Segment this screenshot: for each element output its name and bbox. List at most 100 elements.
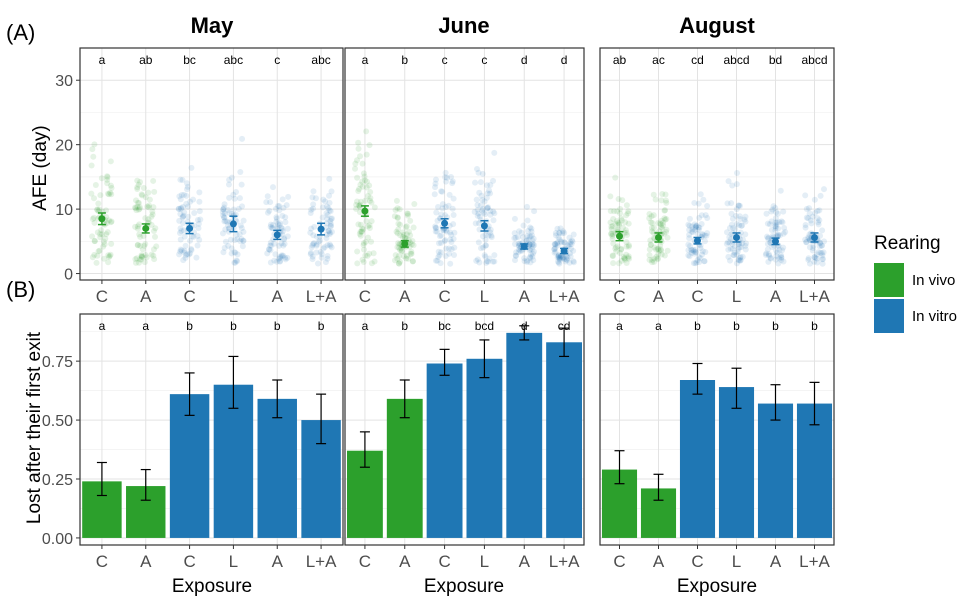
jitter-point [515,240,522,247]
jitter-point [220,206,227,213]
jitter-point [94,206,101,213]
jitter-point [276,203,283,210]
jitter-point [609,231,616,238]
jitter-point [724,229,731,236]
mean-point [560,247,568,255]
jitter-point [528,251,535,258]
jitter-point [772,219,779,226]
jitter-point [805,256,812,263]
jitter-point [703,232,710,239]
jitter-point [436,252,443,259]
jitter-point [326,231,333,238]
jitter-point [403,223,410,230]
jitter-point [315,238,322,245]
jitter-point [623,239,630,246]
jitter-point [484,190,491,197]
jitter-point [691,221,698,228]
jitter-point [802,192,809,199]
jitter-point [176,193,183,200]
jitter-point [108,191,115,198]
jitter-point [686,231,693,238]
jitter-point [767,254,774,261]
mean-point [520,242,528,250]
jitter-point [491,210,498,217]
jitter-point [407,217,414,224]
jitter-point [140,184,147,191]
jitter-point [697,245,704,252]
jitter-point [145,189,152,196]
jitter-point [438,249,445,256]
jitter-point [267,221,274,228]
jitter-point [409,258,416,265]
jitter-point [819,252,826,259]
jitter-point [393,228,400,235]
jitter-point [609,222,616,229]
mean-point [186,224,194,232]
jitter-point [357,221,364,228]
jitter-point [101,255,108,262]
jitter-point [485,232,492,239]
jitter-point [394,214,401,221]
jitter-point [285,193,292,200]
jitter-point [475,239,482,246]
jitter-point [360,242,367,249]
jitter-point [134,177,141,184]
jitter-point [266,207,273,214]
jitter-point [819,242,826,249]
jitter-point [325,228,332,235]
jitter-point [280,204,287,211]
jitter-point [647,241,654,248]
jitter-point [366,250,373,257]
jitter-point [196,208,203,215]
significance-letter: c [481,53,487,67]
jitter-point [309,253,316,260]
jitter-point [566,234,573,241]
jitter-point [183,192,190,199]
jitter-point [272,205,279,212]
jitter-point [814,207,821,214]
jitter-point [617,210,624,217]
jitter-point [264,250,271,257]
jitter-point [354,157,361,164]
jitter-point [731,243,738,250]
jitter-point [555,234,562,241]
jitter-point [267,199,274,206]
jitter-point [479,170,486,177]
jitter-point [231,259,238,266]
jitter-point [482,236,489,243]
jitter-point [814,251,821,258]
jitter-point [432,257,439,264]
jitter-point [359,256,366,263]
jitter-point [444,174,451,181]
jitter-point [184,183,191,190]
jitter-point [687,242,694,249]
jitter-point [451,229,458,236]
jitter-point [323,220,330,227]
jitter-point [607,207,614,214]
jitter-point [442,169,449,176]
jitter-point [267,223,274,230]
jitter-point [733,169,740,176]
jitter-point [777,232,784,239]
jitter-point [326,229,333,236]
jitter-point [658,197,665,204]
jitter-point [736,244,743,251]
jitter-point [395,226,402,233]
jitter-point [817,249,824,256]
jitter-point [361,246,368,253]
jitter-point [775,231,782,238]
jitter-point [651,244,658,251]
x-tick-label: C [183,552,195,571]
jitter-point [765,258,772,265]
jitter-point [557,254,564,261]
jitter-point [449,205,456,212]
jitter-point [279,228,286,235]
jitter-point [91,251,98,258]
jitter-point [97,231,104,238]
jitter-point [694,230,701,237]
jitter-point [407,232,414,239]
jitter-point [102,235,109,242]
jitter-point [613,248,620,255]
jitter-point [736,213,743,220]
jitter-point [150,177,157,184]
